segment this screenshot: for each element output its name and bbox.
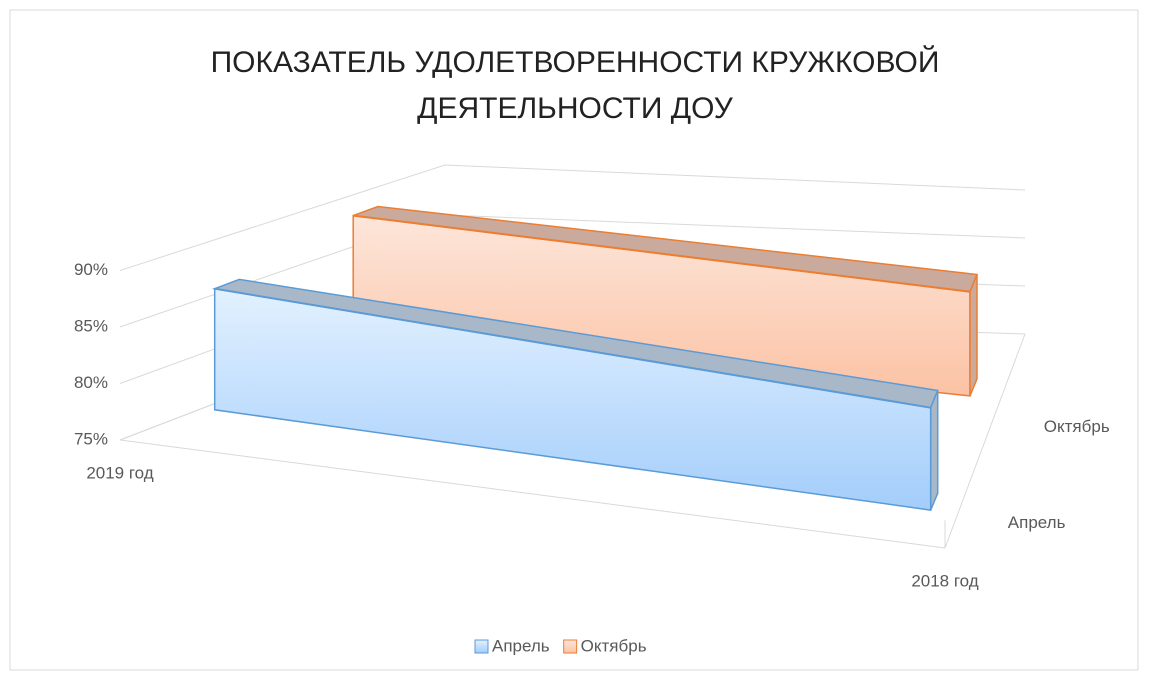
- ribbon-end: [969, 274, 978, 397]
- legend-label: Октябрь: [581, 636, 647, 655]
- x-tick-label: 2018 год: [911, 571, 978, 590]
- grid-line: [119, 164, 1026, 271]
- y-tick-label: 85%: [74, 316, 108, 335]
- legend-swatch: [474, 639, 489, 654]
- floor-edge: [944, 333, 1026, 549]
- chart-border: [9, 9, 1139, 671]
- series-axis-label: Октябрь: [1044, 417, 1110, 436]
- ribbon-end: [929, 390, 939, 511]
- x-tick-label: 2019 год: [86, 463, 153, 482]
- floor-edge: [119, 439, 946, 549]
- series-axis-label: Апрель: [1008, 513, 1066, 532]
- series-line: [214, 287, 931, 409]
- legend-label: Апрель: [492, 636, 550, 655]
- y-tick-label: 90%: [74, 260, 108, 279]
- chart-title: ПОКАЗАТЕЛЬ УДОЛЕТВОРЕННОСТИ КРУЖКОВОЙ ДЕ…: [210, 46, 940, 125]
- y-tick-label: 80%: [74, 373, 108, 392]
- y-tick-label: 75%: [74, 429, 108, 448]
- legend-swatch: [563, 639, 578, 654]
- series-line: [353, 214, 971, 293]
